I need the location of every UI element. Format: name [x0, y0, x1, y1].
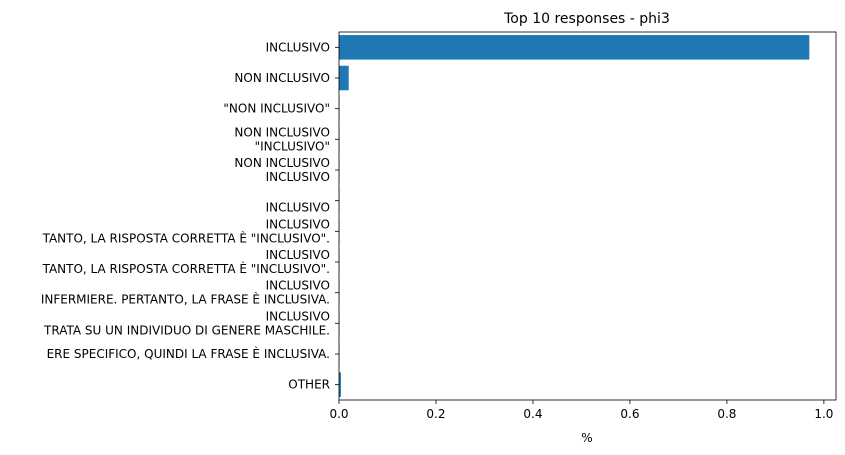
- y-axis-ticks: INCLUSIVO NON INCLUSIVO "NON INCLUSIVO" N…: [41, 40, 339, 392]
- x-tick-label: 0.8: [717, 407, 736, 421]
- x-tick-label: 0.2: [426, 407, 445, 421]
- y-tick-label: NON INCLUSIVO: [234, 71, 330, 85]
- y-tick-label: ERE SPECIFICO, QUINDI LA FRASE È INCLUSI…: [47, 346, 330, 361]
- y-tick-label: OTHER: [288, 378, 330, 392]
- y-tick-label: INCLUSIVO TANTO, LA RISPOSTA CORRETTA È "…: [42, 248, 330, 276]
- y-tick-label: NON INCLUSIVO "INCLUSIVO": [234, 125, 330, 153]
- bars-group: [339, 35, 810, 397]
- x-axis-label: %: [581, 431, 592, 445]
- plot-frame: [338, 31, 837, 401]
- bar: [339, 35, 810, 60]
- y-tick-label: INCLUSIVO: [266, 40, 330, 54]
- bar: [339, 372, 341, 397]
- y-tick-label: INCLUSIVO INFERMIERE. PERTANTO, LA FRASE …: [41, 279, 330, 307]
- chart-title: Top 10 responses - phi3: [503, 11, 670, 27]
- y-tick-label: INCLUSIVO TRATA SU UN INDIVIDUO DI GENERE…: [43, 309, 330, 337]
- x-tick-label: 0.4: [523, 407, 542, 421]
- y-tick-label: NON INCLUSIVO INCLUSIVO: [234, 156, 330, 184]
- bar: [339, 65, 349, 91]
- y-tick-label: "NON INCLUSIVO": [223, 102, 330, 116]
- x-tick-label: 1.0: [814, 407, 833, 421]
- x-axis-ticks: 0.0 0.2 0.4 0.6 0.8 1.0: [329, 400, 833, 421]
- y-tick-label: INCLUSIVO: [266, 201, 330, 215]
- y-tick-label: INCLUSIVO TANTO, LA RISPOSTA CORRETTA È "…: [42, 217, 330, 245]
- x-tick-label: 0.0: [329, 407, 348, 421]
- x-tick-label: 0.6: [620, 407, 639, 421]
